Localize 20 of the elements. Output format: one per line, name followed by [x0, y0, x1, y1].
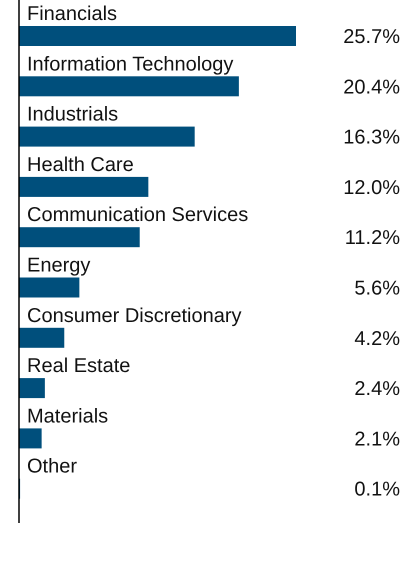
y-tick-label: Communication Services: [27, 204, 248, 226]
data-label: 2.1%: [354, 428, 400, 450]
data-label: 4.2%: [354, 328, 400, 350]
data-label: 0.1%: [354, 478, 400, 501]
data-label: 11.2%: [344, 227, 400, 250]
y-tick-label: Materials: [27, 405, 108, 428]
data-label: 16.3%: [343, 126, 400, 149]
y-tick-label: Consumer Discretionary: [27, 304, 242, 327]
y-tick-label: Financials: [27, 3, 118, 25]
y-tick-label: Energy: [27, 254, 90, 276]
data-label: 5.6%: [354, 278, 400, 300]
y-tick-label: Health Care: [27, 154, 134, 176]
data-label: 25.7%: [343, 26, 400, 48]
data-label: 12.0%: [343, 176, 400, 199]
y-tick-label: Industrials: [27, 104, 118, 126]
data-label: 2.4%: [354, 378, 400, 400]
y-tick-label: Real Estate: [27, 355, 130, 378]
y-tick-label: Information Technology: [27, 53, 234, 76]
data-label: 20.4%: [343, 76, 400, 98]
y-tick-label: Other: [27, 456, 78, 478]
